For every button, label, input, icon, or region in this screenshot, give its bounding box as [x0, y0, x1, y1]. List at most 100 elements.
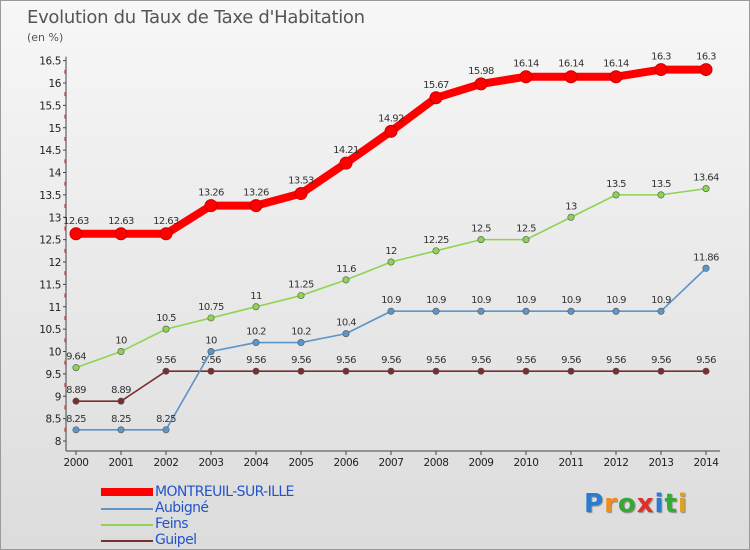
y-tick-label: 14 — [48, 168, 61, 180]
data-point — [117, 347, 125, 355]
logo-letter: r — [604, 489, 618, 519]
data-label: 10.75 — [198, 302, 224, 313]
data-point — [387, 367, 395, 375]
data-point — [114, 227, 128, 241]
data-label: 12 — [385, 246, 397, 257]
data-label: 9.56 — [426, 355, 446, 366]
data-point — [432, 307, 440, 315]
data-label: 14.92 — [378, 113, 404, 124]
data-point — [117, 397, 125, 405]
data-label: 9.56 — [381, 355, 401, 366]
data-label: 9.56 — [651, 355, 671, 366]
logo-letter: t — [664, 489, 678, 519]
x-tick-label: 2002 — [153, 457, 178, 469]
data-label: 15.67 — [423, 80, 449, 91]
data-label: 8.25 — [66, 414, 86, 425]
data-label: 9.56 — [336, 355, 356, 366]
data-point — [249, 199, 263, 213]
data-point — [477, 236, 485, 244]
data-label: 12.63 — [108, 216, 134, 227]
legend-swatch-2 — [101, 524, 153, 526]
data-label: 13.53 — [288, 176, 314, 187]
data-point — [567, 213, 575, 221]
x-tick-label: 2012 — [603, 457, 628, 469]
legend-label-0: MONTREUIL-SUR-ILLE — [155, 484, 294, 500]
legend-label-2: Feins — [155, 516, 189, 532]
data-label: 8.89 — [111, 385, 131, 396]
data-label: 12.5 — [471, 224, 491, 235]
x-tick-label: 2001 — [108, 457, 133, 469]
proxiti-logo: Proxiti — [584, 489, 688, 519]
data-point — [567, 307, 575, 315]
data-label: 13.64 — [693, 173, 719, 184]
data-label: 10.9 — [381, 295, 401, 306]
data-point — [339, 156, 353, 170]
data-point — [522, 367, 530, 375]
data-label: 9.56 — [246, 355, 266, 366]
data-label: 10 — [115, 336, 127, 347]
data-point — [252, 367, 260, 375]
data-label: 9.56 — [156, 355, 176, 366]
data-point — [159, 227, 173, 241]
data-label: 9.56 — [291, 355, 311, 366]
chart-title: Evolution du Taux de Taxe d'Habitation — [27, 7, 365, 28]
x-tick-label: 2011 — [558, 457, 583, 469]
x-tick-label: 2014 — [693, 457, 719, 469]
chart-subtitle: (en %) — [27, 31, 64, 44]
data-point — [342, 276, 350, 284]
data-point — [117, 426, 125, 434]
y-tick-label: 14.5 — [39, 145, 61, 157]
data-point — [612, 367, 620, 375]
data-label: 10.9 — [561, 295, 581, 306]
data-label: 9.56 — [696, 355, 716, 366]
data-label: 9.64 — [66, 352, 86, 363]
data-point — [657, 307, 665, 315]
data-label: 10.9 — [516, 295, 536, 306]
data-label: 10.2 — [246, 327, 266, 338]
data-point — [477, 307, 485, 315]
legend-swatch-0 — [101, 488, 153, 496]
data-point — [207, 314, 215, 322]
data-point — [72, 426, 80, 434]
data-label: 11.6 — [336, 264, 356, 275]
data-label: 16.14 — [513, 59, 539, 70]
data-point — [252, 303, 260, 311]
data-label: 9.56 — [471, 355, 491, 366]
data-point — [657, 191, 665, 199]
x-tick-label: 2013 — [648, 457, 673, 469]
data-point — [297, 339, 305, 347]
data-label: 10.2 — [291, 327, 311, 338]
y-tick-label: 12.5 — [39, 235, 61, 247]
y-tick-label: 9 — [55, 391, 61, 403]
data-label: 10.9 — [651, 295, 671, 306]
data-point — [297, 292, 305, 300]
data-point — [342, 367, 350, 375]
data-point — [474, 77, 488, 91]
data-point — [207, 367, 215, 375]
series-line-3 — [75, 370, 707, 402]
data-label: 12.5 — [516, 224, 536, 235]
data-label: 9.56 — [516, 355, 536, 366]
x-tick-label: 2005 — [288, 457, 313, 469]
data-label: 8.25 — [156, 414, 176, 425]
data-label: 16.3 — [651, 52, 671, 63]
data-point — [702, 185, 710, 193]
y-tick-label: 16.5 — [39, 56, 61, 68]
x-tick-label: 2007 — [378, 457, 403, 469]
legend-label-1: Aubigné — [155, 500, 209, 516]
data-label: 13.5 — [651, 179, 671, 190]
data-point — [432, 247, 440, 255]
y-tick-label: 10 — [48, 347, 61, 359]
data-label: 8.25 — [111, 414, 131, 425]
data-point — [162, 367, 170, 375]
data-point — [522, 236, 530, 244]
logo-letter: o — [617, 489, 637, 519]
data-label: 16.3 — [696, 52, 716, 63]
data-point — [72, 364, 80, 372]
data-point — [612, 191, 620, 199]
data-point — [519, 70, 533, 84]
data-label: 10.9 — [606, 295, 626, 306]
data-point — [384, 124, 398, 138]
data-point — [162, 325, 170, 333]
